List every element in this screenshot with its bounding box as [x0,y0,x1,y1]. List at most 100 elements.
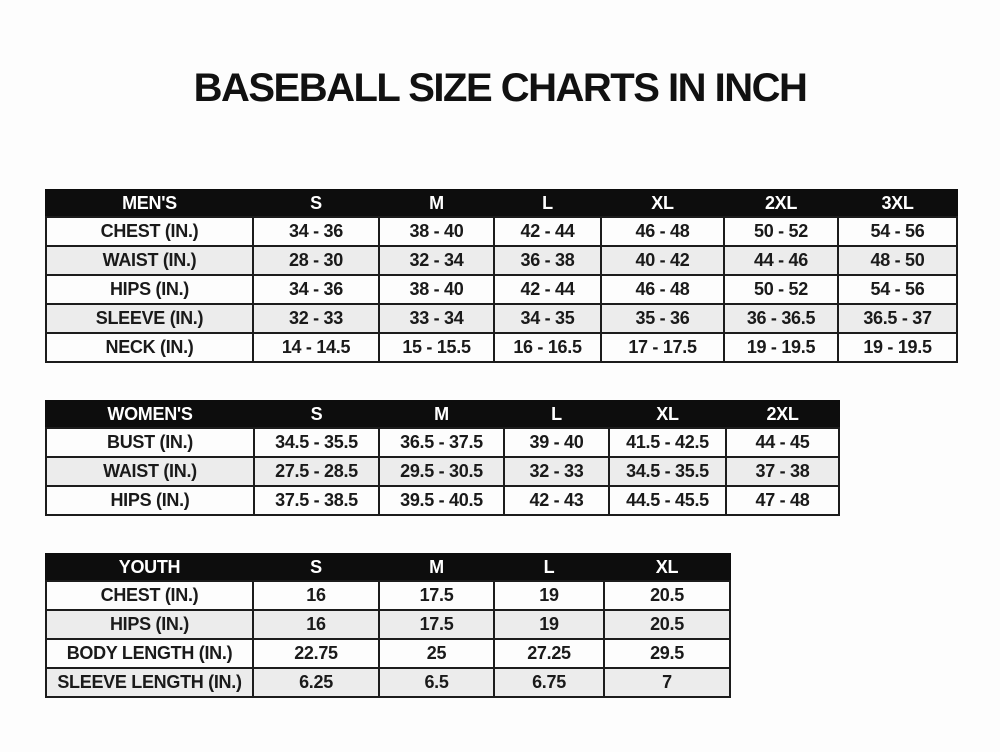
value-cell: 41.5 - 42.5 [608,427,727,458]
value-cell: 19 [493,609,605,640]
value-cell: 16 [252,580,380,611]
value-cell: 42 - 44 [493,216,602,247]
value-cell: 50 - 52 [723,274,839,305]
value-cell: 29.5 - 30.5 [378,456,505,487]
row-label: CHEST (IN.) [45,580,254,611]
value-cell: 37 - 38 [725,456,840,487]
row-label: WAIST (IN.) [45,456,255,487]
column-header: M [378,189,495,218]
value-cell: 39 - 40 [503,427,610,458]
value-cell: 34 - 36 [252,216,380,247]
table-row: BUST (IN.) 34.5 - 35.5 36.5 - 37.5 39 - 40 4… [45,427,840,458]
table-row: CHEST (IN.) 16 17.5 19 20.5 [45,580,731,611]
table-title-cell: WOMEN'S [45,400,255,429]
value-cell: 47 - 48 [725,485,840,516]
table-title-cell: MEN'S [45,189,254,218]
value-cell: 44 - 46 [723,245,839,276]
table-row: SLEEVE (IN.) 32 - 33 33 - 34 34 - 35 35 - 36… [45,303,958,334]
table-row: NECK (IN.) 14 - 14.5 15 - 15.5 16 - 16.5 17 … [45,332,958,363]
value-cell: 19 - 19.5 [837,332,958,363]
column-header: XL [600,189,725,218]
value-cell: 36 - 38 [493,245,602,276]
value-cell: 34 - 35 [493,303,602,334]
value-cell: 37.5 - 38.5 [253,485,380,516]
row-label: SLEEVE LENGTH (IN.) [45,667,254,698]
value-cell: 48 - 50 [837,245,958,276]
value-cell: 36.5 - 37.5 [378,427,505,458]
row-label: BUST (IN.) [45,427,255,458]
value-cell: 25 [378,638,495,669]
value-cell: 54 - 56 [837,274,958,305]
header-row: YOUTH S M L XL [45,553,731,582]
mens-size-table: MEN'S S M L XL 2XL 3XL CHEST (IN.) 34 - 36 38 - … [45,189,958,363]
value-cell: 38 - 40 [378,274,495,305]
value-cell: 42 - 44 [493,274,602,305]
value-cell: 19 - 19.5 [723,332,839,363]
row-label: SLEEVE (IN.) [45,303,254,334]
value-cell: 22.75 [252,638,380,669]
column-header: S [253,400,380,429]
value-cell: 27.5 - 28.5 [253,456,380,487]
table-row: HIPS (IN.) 34 - 36 38 - 40 42 - 44 46 - 48 50… [45,274,958,305]
value-cell: 7 [603,667,731,698]
value-cell: 34.5 - 35.5 [608,456,727,487]
value-cell: 19 [493,580,605,611]
table-row: HIPS (IN.) 16 17.5 19 20.5 [45,609,731,640]
table-title-cell: YOUTH [45,553,254,582]
value-cell: 39.5 - 40.5 [378,485,505,516]
column-header: L [493,553,605,582]
row-label: HIPS (IN.) [45,485,255,516]
value-cell: 29.5 [603,638,731,669]
value-cell: 33 - 34 [378,303,495,334]
header-row: MEN'S S M L XL 2XL 3XL [45,189,958,218]
value-cell: 34.5 - 35.5 [253,427,380,458]
row-label: HIPS (IN.) [45,609,254,640]
header-row: WOMEN'S S M L XL 2XL [45,400,840,429]
column-header: M [378,400,505,429]
value-cell: 35 - 36 [600,303,725,334]
row-label: NECK (IN.) [45,332,254,363]
column-header: 2XL [725,400,840,429]
row-label: CHEST (IN.) [45,216,254,247]
column-header: S [252,189,380,218]
column-header: 2XL [723,189,839,218]
table-row: CHEST (IN.) 34 - 36 38 - 40 42 - 44 46 - 48 5… [45,216,958,247]
value-cell: 28 - 30 [252,245,380,276]
value-cell: 34 - 36 [252,274,380,305]
value-cell: 50 - 52 [723,216,839,247]
value-cell: 17.5 [378,609,495,640]
page-title: BASEBALL SIZE CHARTS IN INCH [193,66,808,110]
value-cell: 17 - 17.5 [600,332,725,363]
value-cell: 42 - 43 [503,485,610,516]
value-cell: 36 - 36.5 [723,303,839,334]
value-cell: 32 - 33 [252,303,380,334]
value-cell: 6.5 [378,667,495,698]
column-header: 3XL [837,189,958,218]
value-cell: 54 - 56 [837,216,958,247]
value-cell: 20.5 [603,580,731,611]
row-label: HIPS (IN.) [45,274,254,305]
value-cell: 32 - 33 [503,456,610,487]
table-row: WAIST (IN.) 27.5 - 28.5 29.5 - 30.5 32 - 33… [45,456,840,487]
value-cell: 20.5 [603,609,731,640]
row-label: BODY LENGTH (IN.) [45,638,254,669]
table-row: WAIST (IN.) 28 - 30 32 - 34 36 - 38 40 - 42 4… [45,245,958,276]
value-cell: 44 - 45 [725,427,840,458]
youth-size-table: YOUTH S M L XL CHEST (IN.) 16 17.5 19 20.5 HIPS (… [45,553,731,698]
value-cell: 14 - 14.5 [252,332,380,363]
column-header: L [503,400,610,429]
value-cell: 6.75 [493,667,605,698]
value-cell: 46 - 48 [600,274,725,305]
table-row: HIPS (IN.) 37.5 - 38.5 39.5 - 40.5 42 - 43 4… [45,485,840,516]
value-cell: 38 - 40 [378,216,495,247]
value-cell: 16 - 16.5 [493,332,602,363]
value-cell: 16 [252,609,380,640]
value-cell: 15 - 15.5 [378,332,495,363]
value-cell: 46 - 48 [600,216,725,247]
column-header: L [493,189,602,218]
womens-size-table: WOMEN'S S M L XL 2XL BUST (IN.) 34.5 - 35.5 36.… [45,400,840,516]
value-cell: 40 - 42 [600,245,725,276]
value-cell: 32 - 34 [378,245,495,276]
value-cell: 17.5 [378,580,495,611]
